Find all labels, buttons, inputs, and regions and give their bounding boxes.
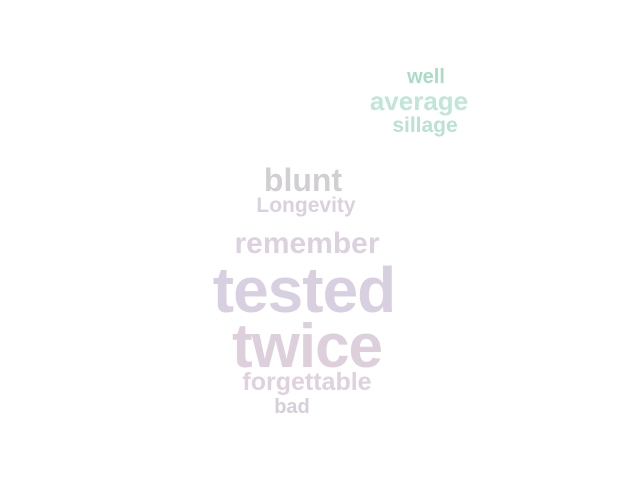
word-longevity: Longevity: [256, 194, 356, 217]
word-well: well: [407, 66, 445, 88]
word-forgettable: forgettable: [242, 368, 372, 396]
word-twice: twice: [231, 312, 383, 381]
word-blunt: blunt: [263, 162, 343, 198]
word-sillage: sillage: [392, 114, 458, 137]
word-remember: remember: [234, 227, 380, 260]
word-average: average: [369, 86, 469, 116]
word-tested: tested: [212, 254, 396, 326]
word-bad: bad: [274, 396, 310, 418]
